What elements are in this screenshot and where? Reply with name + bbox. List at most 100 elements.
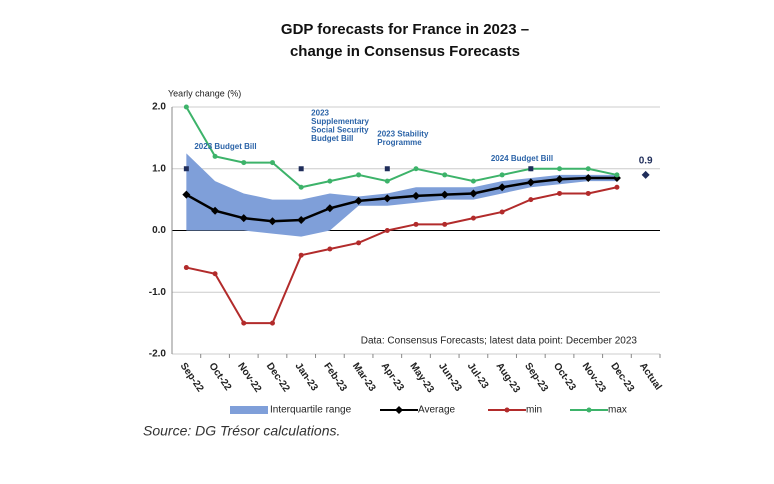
point bbox=[383, 194, 392, 203]
actual-label: 0.9 bbox=[639, 156, 653, 167]
legend-label: max bbox=[608, 405, 627, 416]
y-axis-label: Yearly change (%) bbox=[168, 88, 241, 98]
x-tick-label: Nov-23 bbox=[580, 361, 608, 395]
x-tick-label: Apr-23 bbox=[379, 361, 406, 394]
legend-marker bbox=[504, 407, 510, 413]
point bbox=[269, 160, 275, 166]
point bbox=[211, 206, 220, 215]
y-tick-label: 1.0 bbox=[152, 163, 166, 174]
point bbox=[442, 172, 448, 178]
y-tick-label: -1.0 bbox=[149, 287, 167, 298]
point bbox=[557, 190, 563, 196]
x-tick-label: Sep-23 bbox=[522, 361, 550, 395]
point bbox=[470, 178, 476, 184]
point bbox=[327, 246, 333, 252]
x-tick-label: Oct-23 bbox=[551, 361, 578, 393]
point bbox=[297, 216, 306, 225]
point bbox=[182, 190, 191, 199]
x-tick-label: Feb-23 bbox=[321, 361, 349, 394]
x-tick-label: Mar-23 bbox=[350, 361, 378, 394]
point bbox=[469, 189, 478, 198]
x-tick-label: Sep-22 bbox=[178, 361, 206, 395]
point bbox=[412, 191, 420, 200]
legend-label: Interquartile range bbox=[270, 405, 352, 416]
x-tick-label: Jul-23 bbox=[465, 361, 491, 391]
source: Source: DG Trésor calculations. bbox=[143, 423, 340, 439]
point bbox=[212, 153, 218, 159]
x-tick-label: Jun-23 bbox=[436, 361, 464, 394]
series-line bbox=[186, 186, 618, 325]
point bbox=[413, 166, 419, 172]
point bbox=[212, 271, 218, 277]
point bbox=[269, 320, 275, 326]
point bbox=[585, 190, 591, 196]
event-label: 2023 Stability bbox=[377, 129, 429, 138]
chart-title: change in Consensus Forecasts bbox=[290, 43, 520, 60]
point bbox=[356, 240, 362, 246]
chart-title: GDP forecasts for France in 2023 – bbox=[281, 21, 529, 38]
point bbox=[241, 160, 247, 166]
actual-point bbox=[641, 170, 650, 179]
note: Data: Consensus Forecasts; latest data p… bbox=[361, 336, 638, 347]
legend-swatch bbox=[230, 406, 268, 414]
event-label: 2023 bbox=[311, 108, 329, 117]
legend-marker bbox=[395, 406, 403, 414]
point bbox=[526, 178, 535, 187]
x-tick-label: Jan-23 bbox=[293, 361, 320, 394]
point bbox=[585, 166, 591, 172]
x-tick-label: Nov-22 bbox=[235, 361, 263, 395]
point bbox=[325, 204, 334, 213]
y-tick-label: 2.0 bbox=[152, 102, 166, 113]
point bbox=[298, 252, 304, 258]
point bbox=[268, 217, 277, 226]
point bbox=[498, 183, 507, 192]
event-label: 2024 Budget Bill bbox=[491, 154, 553, 163]
point bbox=[327, 178, 333, 184]
point bbox=[413, 221, 419, 227]
point bbox=[183, 104, 189, 110]
event-label: Social Security bbox=[311, 125, 369, 134]
series-line bbox=[185, 176, 617, 223]
event-marker bbox=[528, 166, 534, 172]
point bbox=[440, 190, 449, 199]
point bbox=[298, 184, 304, 190]
legend-label: min bbox=[526, 405, 542, 416]
point bbox=[557, 166, 563, 172]
x-tick-label: Dec-23 bbox=[608, 361, 636, 395]
event-marker bbox=[384, 166, 390, 172]
point bbox=[442, 221, 448, 227]
event-marker bbox=[183, 166, 189, 172]
point bbox=[584, 174, 593, 183]
point bbox=[183, 265, 189, 271]
point bbox=[499, 172, 505, 178]
legend-label: Average bbox=[418, 405, 456, 416]
point bbox=[470, 215, 476, 221]
series-line bbox=[185, 106, 618, 189]
point bbox=[239, 214, 248, 223]
y-tick-label: -2.0 bbox=[149, 349, 167, 360]
event-label: Budget Bill bbox=[311, 134, 353, 143]
point bbox=[555, 175, 564, 184]
point bbox=[356, 172, 362, 178]
point bbox=[614, 184, 620, 190]
interquartile-band bbox=[186, 153, 617, 237]
x-tick-label: May-23 bbox=[407, 361, 436, 395]
point bbox=[384, 228, 390, 233]
x-tick-label: Oct-22 bbox=[206, 361, 233, 393]
event-label: Supplementary bbox=[311, 117, 369, 126]
event-label: Programme bbox=[377, 138, 422, 147]
point bbox=[499, 209, 505, 215]
x-tick-label: Dec-22 bbox=[264, 361, 292, 395]
point bbox=[614, 172, 620, 178]
legend-marker bbox=[586, 407, 592, 413]
point bbox=[241, 320, 247, 326]
x-tick-label: Aug-23 bbox=[493, 361, 522, 395]
event-label: 2023 Budget Bill bbox=[194, 142, 256, 151]
y-tick-label: 0.0 bbox=[152, 225, 166, 236]
point bbox=[528, 197, 534, 203]
point bbox=[354, 196, 363, 205]
point bbox=[384, 178, 390, 184]
x-tick-label: Actual bbox=[637, 361, 664, 393]
event-marker bbox=[298, 166, 304, 172]
